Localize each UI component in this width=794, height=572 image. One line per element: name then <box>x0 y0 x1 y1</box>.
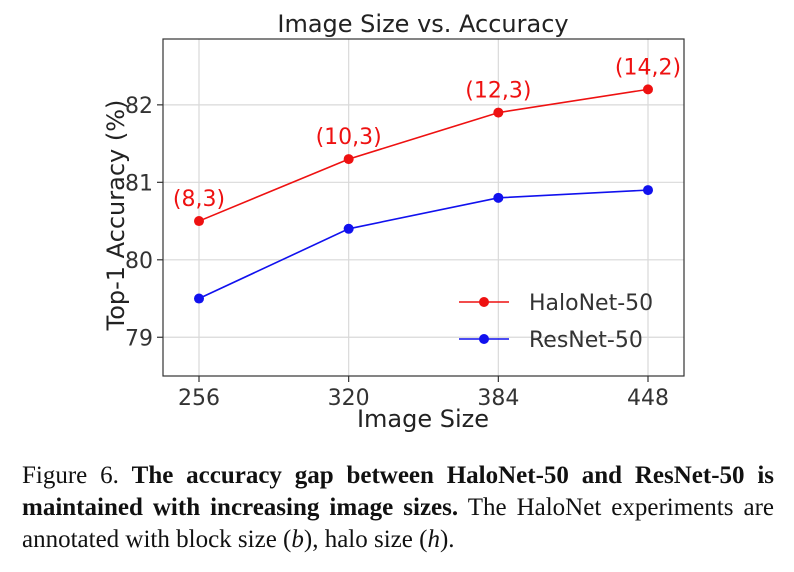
legend-marker-resnet-50 <box>479 334 489 344</box>
halonet-50-data-point <box>194 216 204 227</box>
x-tick-label: 384 <box>477 386 519 411</box>
legend-label-halonet-50: HaloNet-50 <box>529 291 653 316</box>
chart-title: Image Size vs. Accuracy <box>277 10 568 38</box>
caption-h-symbol: h <box>427 526 440 553</box>
x-tick-label: 448 <box>627 386 669 411</box>
resnet-50-data-point <box>343 223 354 234</box>
halonet-50-data-point <box>493 107 504 118</box>
y-tick-label: 81 <box>125 171 153 196</box>
y-tick-label: 79 <box>125 326 153 351</box>
accuracy-line-chart: 256 320 384 448 79 80 81 82 (8,3) (10,3) (12,3) (1… <box>102 10 685 433</box>
caption-label: Figure 6. <box>22 462 119 489</box>
halonet-50-point-annotation: (14,2) <box>615 55 681 80</box>
plot-area-frame <box>162 38 685 377</box>
caption-text-before-b: The HaloNet experiments are annotated wi… <box>22 494 774 553</box>
figure-caption: Figure 6. The accuracy gap between HaloN… <box>22 460 774 556</box>
halonet-50-point-annotation: (10,3) <box>316 125 382 150</box>
resnet-50-data-point <box>194 293 204 304</box>
y-tick-label: 80 <box>125 249 153 274</box>
halonet-50-point-annotation: (8,3) <box>173 187 225 212</box>
y-axis-label: Top-1 Accuracy (%) <box>102 100 130 332</box>
x-axis-label: Image Size <box>357 405 489 433</box>
caption-b-symbol: b <box>291 526 304 553</box>
halonet-50-data-point <box>343 154 354 165</box>
halonet-50-series-line <box>198 88 649 222</box>
x-tick-label: 256 <box>178 386 220 411</box>
halonet-50-point-annotation: (12,3) <box>465 79 531 104</box>
resnet-50-data-point <box>493 192 504 203</box>
y-tick-label: 82 <box>125 94 153 119</box>
legend-label-resnet-50: ResNet-50 <box>529 328 643 353</box>
halonet-50-data-point <box>643 84 653 95</box>
resnet-50-series-line <box>198 189 649 300</box>
caption-text-end: ). <box>439 526 455 553</box>
resnet-50-data-point <box>643 185 653 196</box>
x-tick-label: 320 <box>328 386 370 411</box>
caption-text-between: ), halo size ( <box>303 526 428 553</box>
legend-marker-halonet-50 <box>479 297 489 307</box>
caption-bold-text: The accuracy gap between HaloNet-50 and … <box>22 462 775 521</box>
